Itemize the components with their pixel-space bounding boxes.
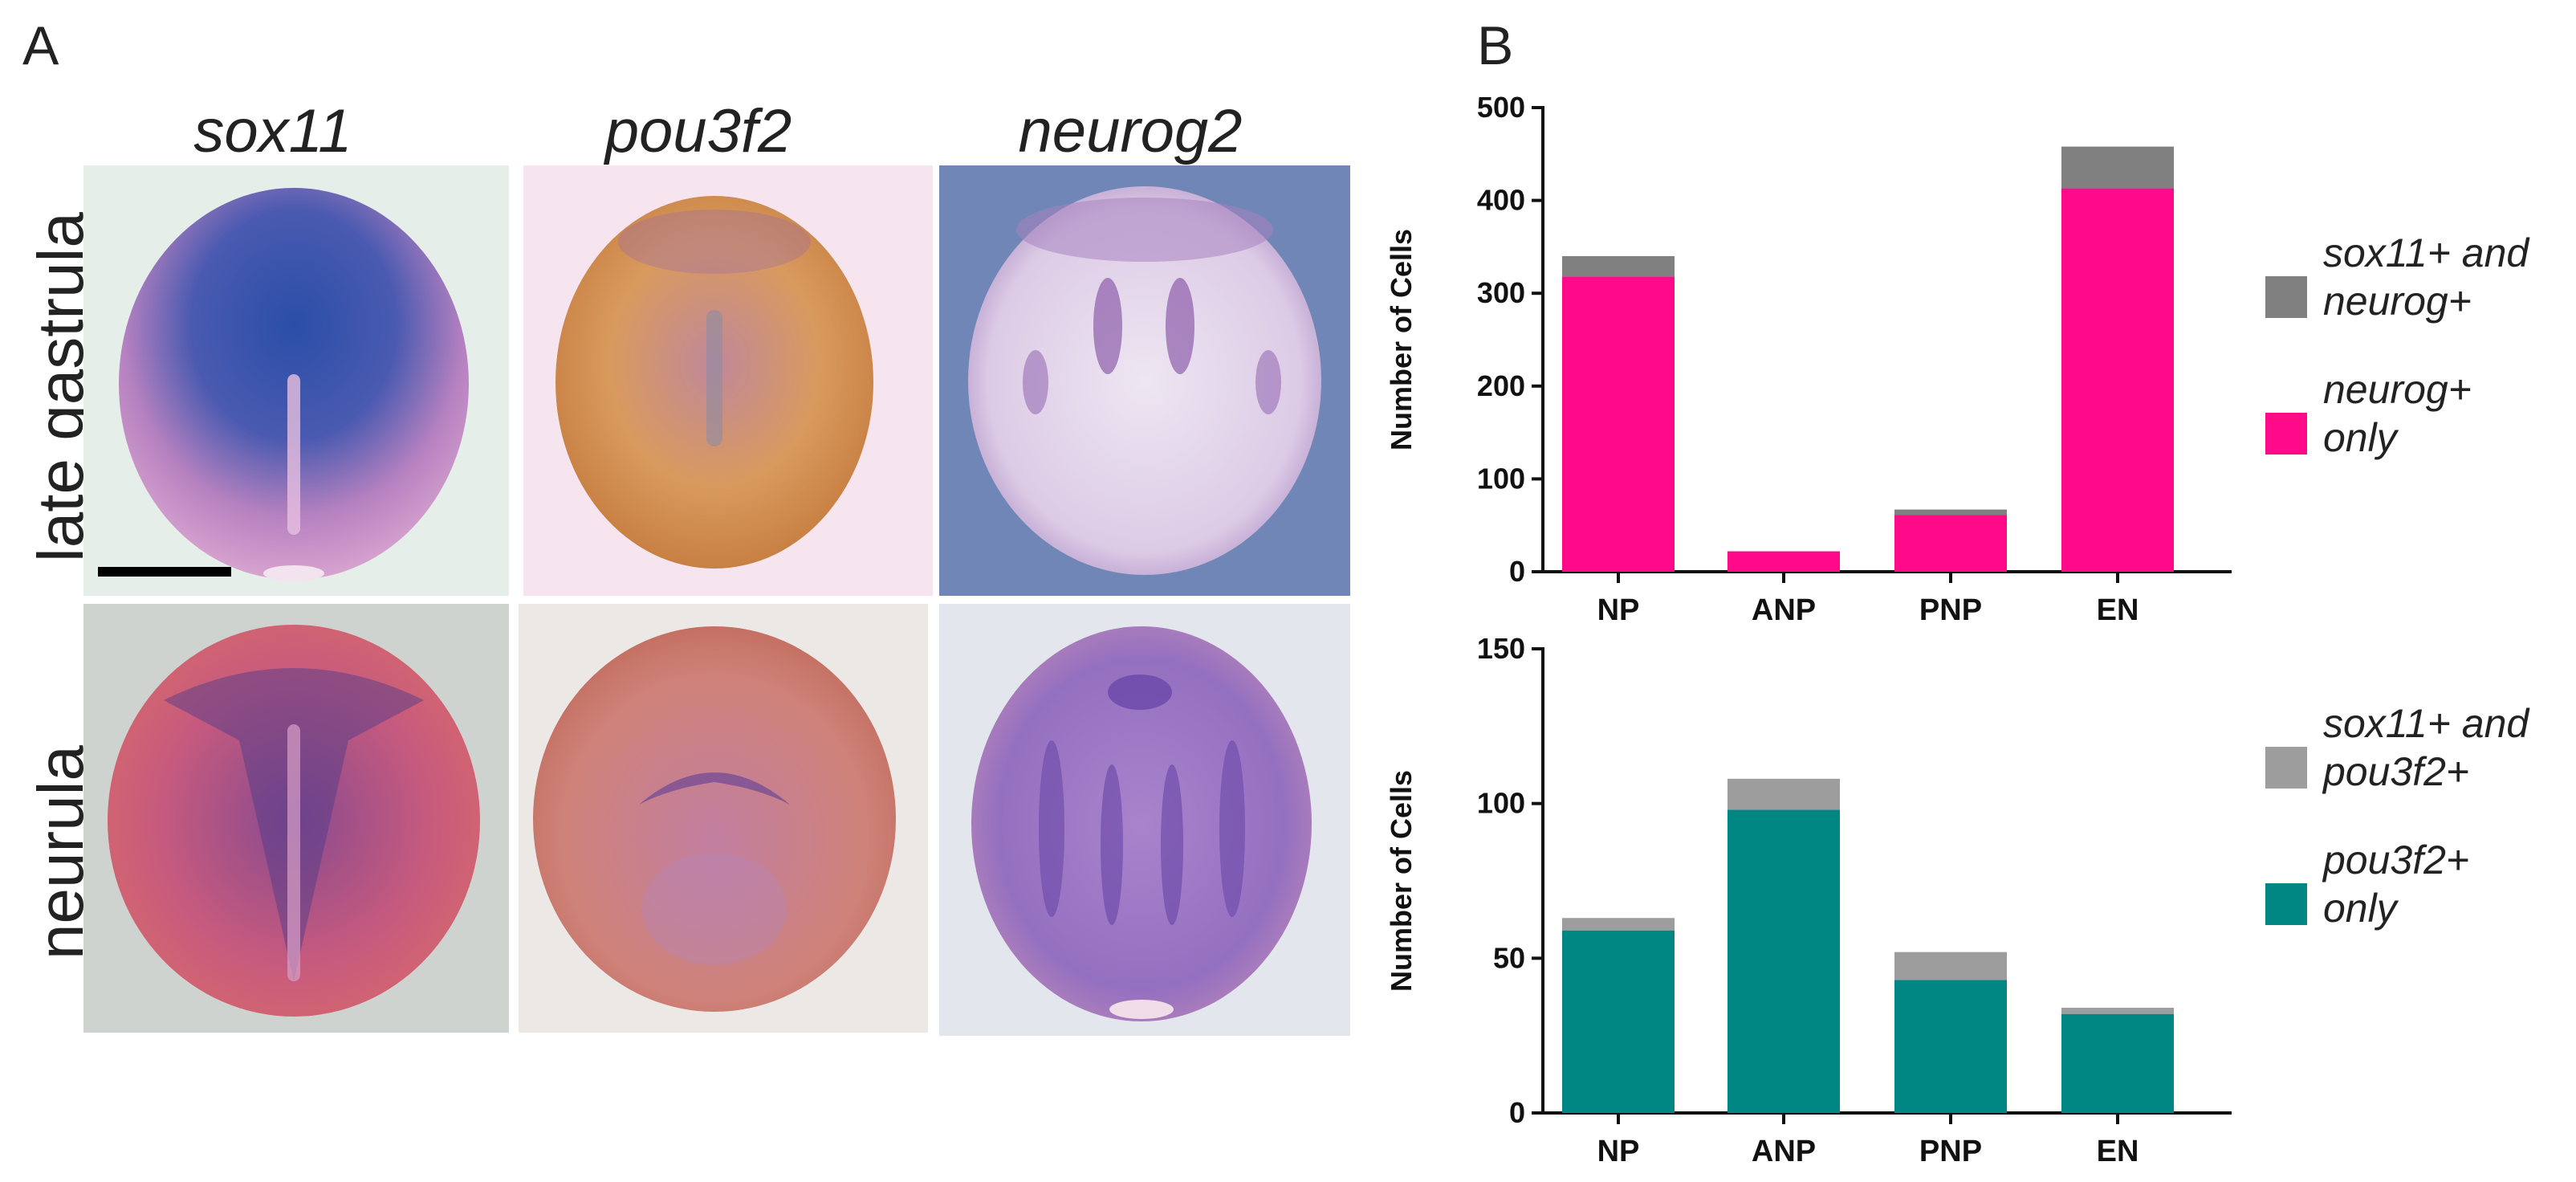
legend-swatch xyxy=(2265,747,2307,789)
legend-label: neurog+ xyxy=(2323,279,2472,324)
scale-bar xyxy=(98,567,231,577)
bar-pnp-series-1 xyxy=(1894,952,2007,980)
y-tick-label: 400 xyxy=(1477,184,1525,217)
x-tick-label: NP xyxy=(1597,1135,1640,1168)
bar-anp-series-1 xyxy=(1728,778,1840,810)
y-tick-label: 50 xyxy=(1493,941,1525,974)
embryo-image-neurula-pou3f2 xyxy=(519,604,928,1033)
bar-np-series-0 xyxy=(1562,276,1675,572)
y-tick-label: 100 xyxy=(1477,462,1525,495)
legend-label: pou3f2+ xyxy=(2322,838,2469,882)
y-tick-label: 100 xyxy=(1477,787,1525,820)
y-axis-title: Number of Cells xyxy=(1385,229,1418,450)
y-tick-label: 300 xyxy=(1477,276,1525,309)
embryo-image-neurula-neurog2 xyxy=(939,604,1350,1036)
embryo-image-neurula-sox11 xyxy=(83,604,509,1033)
bar-pnp-series-0 xyxy=(1894,980,2007,1113)
legend-label: sox11+ and xyxy=(2323,230,2530,275)
legend-label: pou3f2+ xyxy=(2322,749,2469,794)
bar-en-series-0 xyxy=(2061,1013,2174,1113)
bar-pnp-series-0 xyxy=(1894,515,2007,572)
bar-np-series-0 xyxy=(1562,930,1675,1113)
bar-np-series-1 xyxy=(1562,918,1675,931)
x-tick-label: EN xyxy=(2097,593,2139,627)
x-tick-label: NP xyxy=(1597,593,1640,627)
x-tick-label: ANP xyxy=(1752,1135,1816,1168)
bar-pnp-series-1 xyxy=(1894,509,2007,516)
x-tick-label: PNP xyxy=(1919,1135,1982,1168)
y-tick-label: 0 xyxy=(1509,1096,1525,1129)
panel-label-b: B xyxy=(1477,15,1514,76)
bar-en-series-1 xyxy=(2061,146,2174,189)
y-tick-label: 500 xyxy=(1477,91,1525,124)
embryo-image-late-gastrula-pou3f2 xyxy=(523,165,933,596)
bar-np-series-1 xyxy=(1562,255,1675,277)
x-tick-label: PNP xyxy=(1919,593,1982,627)
y-tick-label: 200 xyxy=(1477,369,1525,402)
legend-label: only xyxy=(2323,886,2399,931)
legend-label: neurog+ xyxy=(2323,367,2472,412)
legend-label: only xyxy=(2323,415,2399,460)
y-tick-label: 0 xyxy=(1509,555,1525,588)
embryo-image-late-gastrula-sox11 xyxy=(83,165,509,596)
bar-en-series-1 xyxy=(2061,1007,2174,1014)
chart-pou3f2-counts: Number of Cells 0 50 100 150 NP ANP PNP EN sox11+… xyxy=(1385,632,2530,1168)
gene-label-neurog2: neurog2 xyxy=(1018,97,1243,165)
legend-swatch xyxy=(2265,883,2307,925)
panel-label-a: A xyxy=(22,15,59,76)
x-tick-label: ANP xyxy=(1752,593,1816,627)
gene-label-sox11: sox11 xyxy=(193,97,352,165)
y-tick-label: 150 xyxy=(1477,632,1525,665)
bar-anp-series-0 xyxy=(1728,809,1840,1113)
embryo-image-late-gastrula-neurog2 xyxy=(939,165,1350,596)
legend-label: sox11+ and xyxy=(2323,701,2530,746)
legend-swatch xyxy=(2265,413,2307,454)
legend-swatch xyxy=(2265,276,2307,318)
bar-anp-series-0 xyxy=(1728,551,1840,572)
x-tick-label: EN xyxy=(2097,1135,2139,1168)
gene-label-pou3f2: pou3f2 xyxy=(604,97,792,165)
chart-neurog-counts: Number of Cells 0 100 200 300 400 500 NP ANP PNP E… xyxy=(1385,91,2530,627)
bar-en-series-0 xyxy=(2061,188,2174,572)
y-axis-title: Number of Cells xyxy=(1385,770,1418,992)
